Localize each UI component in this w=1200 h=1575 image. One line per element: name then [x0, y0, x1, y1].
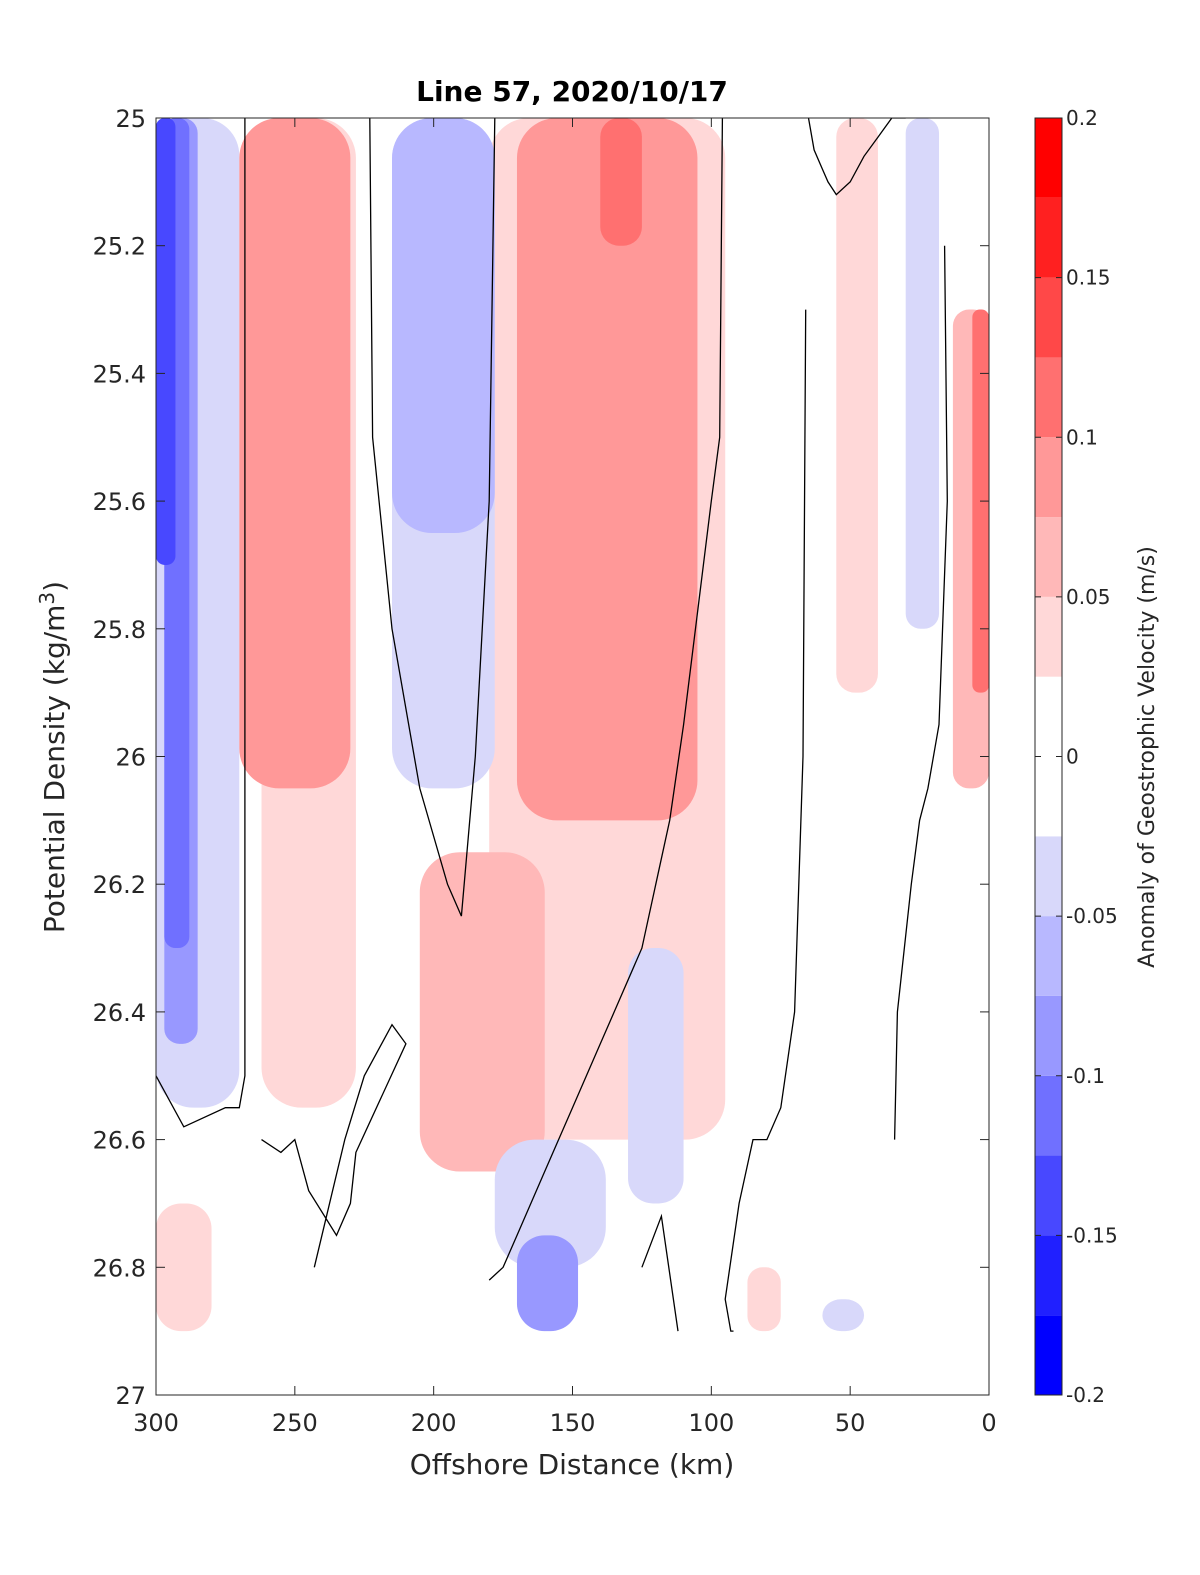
x-tick-label: 150 [550, 1409, 596, 1437]
colorbar-swatch [1035, 437, 1062, 518]
colorbar-swatch [1035, 596, 1062, 677]
colorbar-tick-label: -0.05 [1066, 904, 1118, 928]
contour-region [836, 118, 878, 693]
y-axis: 25 25.2 25.4 25.6 25.8 26 26.2 26.4 26.6 26.8 27 [93, 105, 989, 1410]
contour-region [516, 118, 698, 821]
y-tick-label: 26 [115, 744, 146, 772]
colorbar-tick-label: -0.1 [1066, 1064, 1105, 1088]
colorbar-swatch [1035, 357, 1062, 438]
contour-region [392, 118, 495, 534]
y-tick-label: 25.2 [93, 233, 146, 261]
x-tick-label: 250 [272, 1409, 318, 1437]
zero-contour-line [156, 118, 246, 1128]
colorbar-swatch [1035, 517, 1062, 597]
zero-contour-line [641, 1213, 679, 1332]
zero-contour-line [261, 1023, 407, 1268]
plot-area [155, 117, 990, 1396]
zero-contour-line [488, 118, 724, 1281]
x-tick-label: 200 [411, 1409, 457, 1437]
y-tick-label: 25.6 [93, 488, 146, 516]
colorbar-tick-label: 0.2 [1066, 106, 1098, 130]
colorbar-swatch [1035, 1315, 1062, 1395]
x-tick-label: 50 [835, 1409, 866, 1437]
x-axis-label: Offshore Distance (km) [410, 1448, 735, 1481]
y-axis-label-main: Potential Density (kg/m [38, 605, 71, 934]
colorbar-swatch [1035, 1075, 1062, 1156]
contour-region [419, 852, 545, 1172]
y-tick-label: 25.8 [93, 616, 146, 644]
y-tick-label: 26.2 [93, 871, 146, 899]
colorbar-swatch [1035, 836, 1062, 917]
zero-contour-line [807, 118, 906, 196]
y-axis-label: Potential Density (kg/m3) [35, 581, 71, 933]
zero-contour-line [369, 118, 496, 917]
contour-region [747, 1267, 781, 1332]
contour-region [516, 1235, 579, 1332]
contour-region [822, 1299, 865, 1332]
y-tick-label: 27 [115, 1382, 146, 1410]
colorbar-swatch [1035, 118, 1062, 198]
zero-contours [156, 118, 948, 1332]
contour-region [156, 118, 176, 565]
colorbar-swatch [1035, 197, 1062, 278]
contour-region [628, 948, 684, 1204]
zero-contour-line [724, 309, 807, 1332]
y-tick-label: 25.4 [93, 360, 146, 388]
colorbar-swatch [1035, 916, 1062, 996]
y-tick-label: 26.4 [93, 999, 146, 1027]
zero-contour-line [893, 245, 948, 1140]
colorbar-tick-label: 0.1 [1066, 425, 1098, 449]
colorbar-swatch [1035, 995, 1062, 1076]
y-tick-label: 25 [115, 105, 146, 133]
x-axis: 300 250 200 150 100 50 0 [133, 118, 997, 1437]
contour-region [494, 1139, 606, 1268]
colorbar-label: Anomaly of Geostrophic Velocity (m/s) [1135, 546, 1160, 968]
colorbar-tick-label: -0.2 [1066, 1383, 1105, 1407]
colorbar-tick-label: 0.05 [1066, 585, 1111, 609]
colorbar-tick-label: -0.15 [1066, 1223, 1118, 1247]
contour-region [600, 118, 642, 246]
y-tick-label: 26.8 [93, 1254, 146, 1282]
x-tick-label: 100 [688, 1409, 734, 1437]
contour-region [239, 118, 351, 789]
colorbar-swatch [1035, 1155, 1062, 1236]
y-axis-label-superscript: 3 [35, 592, 59, 605]
y-tick-label: 26.6 [93, 1127, 146, 1155]
x-tick-label: 0 [981, 1409, 996, 1437]
contour-region [156, 1203, 212, 1332]
contour-fills [156, 118, 989, 1332]
colorbar: 0.2 0.15 0.1 0.05 0 -0.05 -0.1 -0.15 -0.2 [1034, 106, 1118, 1407]
colorbar-swatch [1035, 1235, 1062, 1316]
colorbar-tick-label: 0 [1066, 745, 1079, 769]
chart-title: Line 57, 2020/10/17 [416, 75, 728, 108]
colorbar-tick-label: 0.15 [1066, 266, 1111, 290]
colorbar-swatch [1035, 277, 1062, 358]
x-tick-label: 300 [133, 1409, 179, 1437]
y-axis-label-tail: ) [38, 581, 71, 592]
contour-region [905, 118, 940, 629]
